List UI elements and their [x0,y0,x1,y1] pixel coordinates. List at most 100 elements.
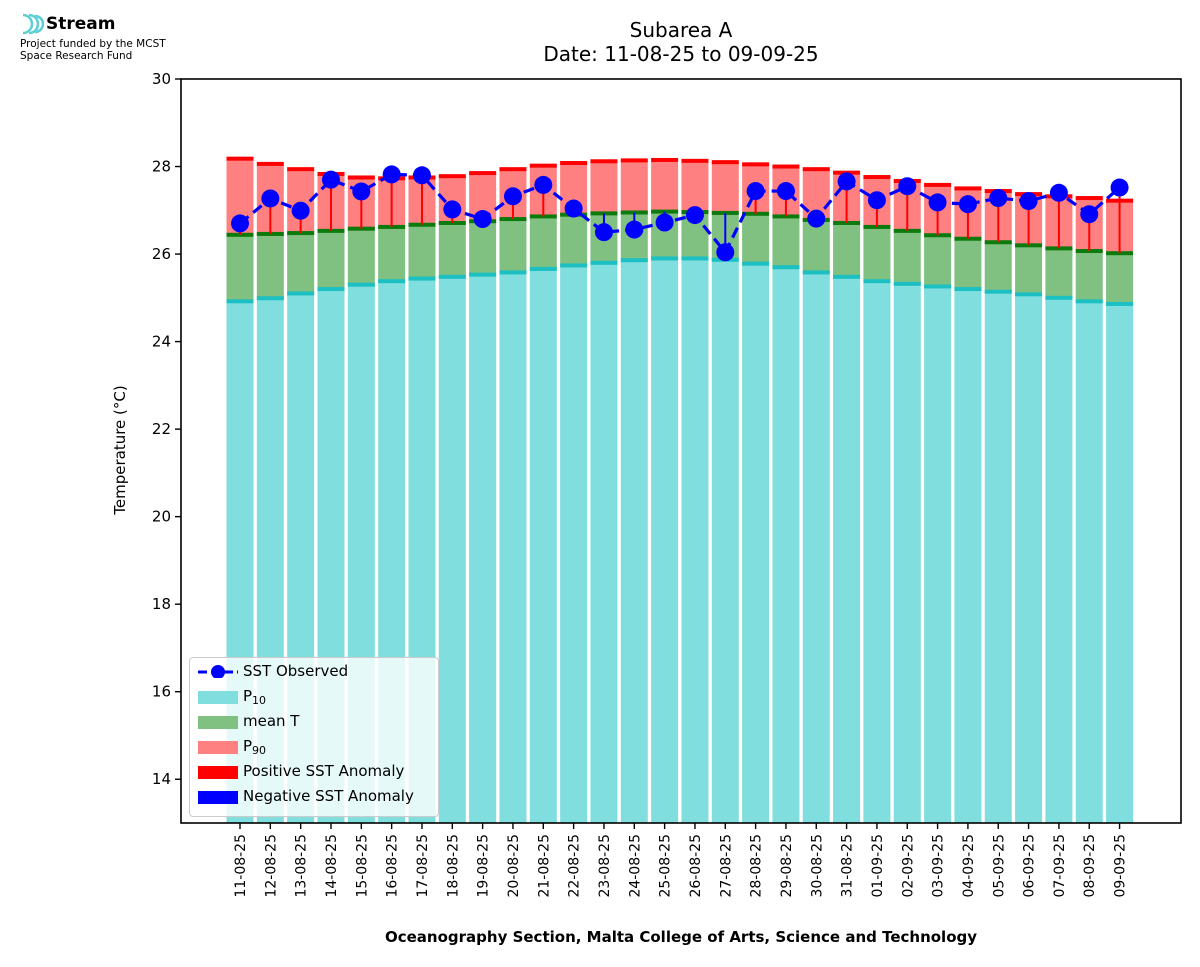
bar-p10 [651,258,679,823]
bar-p90-edge [681,158,709,163]
legend-label-mean: mean T [243,712,300,730]
plot-frame [180,78,1182,824]
bar-p90-edge [863,175,891,180]
x-tick-label: 07-09-25 [1052,834,1068,898]
bar-p10 [499,272,527,823]
bar-mean [893,230,921,284]
bar-p90-edge [742,162,770,167]
y-tick-label: 24 [152,333,171,351]
bar-p10-edge [499,270,527,275]
bar-p10-edge [954,287,982,292]
bar-mean [287,233,315,294]
x-tick-label: 12-08-25 [263,834,279,898]
bar-p10 [1106,303,1134,824]
legend-swatch-positive-anomaly [198,766,238,779]
bar-p10-edge [317,287,345,292]
bar-mean [1045,248,1073,298]
bar-p90 [620,160,648,213]
bar-p10 [711,259,739,823]
x-tick-label: 26-08-25 [688,834,704,898]
observed-point [776,182,795,201]
bar-mean [742,213,770,264]
bar-p90 [590,161,618,214]
x-tick-label: 20-08-25 [506,834,522,898]
bar-mean [499,219,527,273]
bar-p10 [620,260,648,823]
legend-swatch-mean [198,716,238,729]
observed-point [958,195,977,214]
observed-point [291,201,310,220]
legend-label-positive-anomaly: Positive SST Anomaly [243,762,405,780]
legend-label-p10: P10 [243,687,266,707]
bar-p10 [893,283,921,823]
legend-item-p90: P90 [190,736,440,758]
bar-mean [438,222,466,277]
bar-p90-edge [802,167,830,172]
bar-p10-edge [347,282,375,287]
y-tick-label: 16 [152,683,171,701]
bar-p90-edge [772,164,800,169]
bar-mean [863,226,891,282]
bar-mean [1106,253,1134,304]
observed-point [1019,192,1038,211]
bar-p10 [833,276,861,823]
observed-point [503,187,522,206]
bar-mean [984,242,1012,292]
bar-p10 [681,258,709,823]
bar-p10-edge [1075,299,1103,304]
x-tick-label: 05-09-25 [991,834,1007,898]
x-tick-label: 28-08-25 [749,834,765,898]
observed-point [231,214,249,233]
x-tick-label: 14-08-25 [324,834,340,898]
bar-mean [1015,245,1043,295]
observed-point [716,243,735,262]
legend-label-p90-sub: 90 [252,744,267,757]
observed-point [564,199,583,218]
bar-p90-edge [560,161,588,166]
observed-point [352,182,371,201]
chart-title: Subarea A [629,18,733,42]
x-tick-label: 09-09-25 [1113,834,1129,898]
x-tick-label: 31-08-25 [840,834,856,898]
y-axis-label: Temperature (°C) [111,385,129,515]
bar-p10 [529,268,557,823]
y-tick-label: 20 [152,508,171,526]
bar-p90-edge [620,158,648,163]
legend-item-negative-anomaly: Negative SST Anomaly [190,786,440,808]
observed-point [534,175,553,194]
observed-point [989,189,1008,208]
x-tick-label: 21-08-25 [536,834,552,898]
y-tick-label: 26 [152,245,171,263]
bar-p10 [802,272,830,823]
x-tick-label: 13-08-25 [294,834,310,898]
bar-mean [226,234,254,302]
legend-item-p10: P10 [190,686,440,708]
bar-p10 [772,267,800,823]
bar-p10-edge [681,256,709,261]
bar-mean [317,230,345,290]
bar-p10 [863,281,891,823]
bar-p90-edge [924,182,952,187]
legend-label-p10-sub: 10 [252,694,267,707]
logo-name: Stream [46,14,116,34]
observed-point [473,210,492,229]
x-tick-label: 24-08-25 [627,834,643,898]
x-axis-label: Oceanography Section, Malta College of A… [384,928,978,946]
bar-p10-edge [469,272,497,277]
x-tick-label: 02-09-25 [900,834,916,898]
observed-point [928,193,947,212]
legend-label-p90-main: P [243,737,253,755]
legend-item-observed: SST Observed [190,661,440,683]
observed-point [443,200,462,219]
bar-p10 [984,291,1012,823]
bar-mean [347,228,375,285]
bar-p10 [742,263,770,823]
observed-point [625,220,644,239]
bar-p10-edge [984,289,1012,294]
x-tick-label: 04-09-25 [961,834,977,898]
bar-p90-edge [287,167,315,172]
x-tick-label: 17-08-25 [415,834,431,898]
bar-p10-edge [863,279,891,284]
legend-label-observed: SST Observed [243,662,349,680]
